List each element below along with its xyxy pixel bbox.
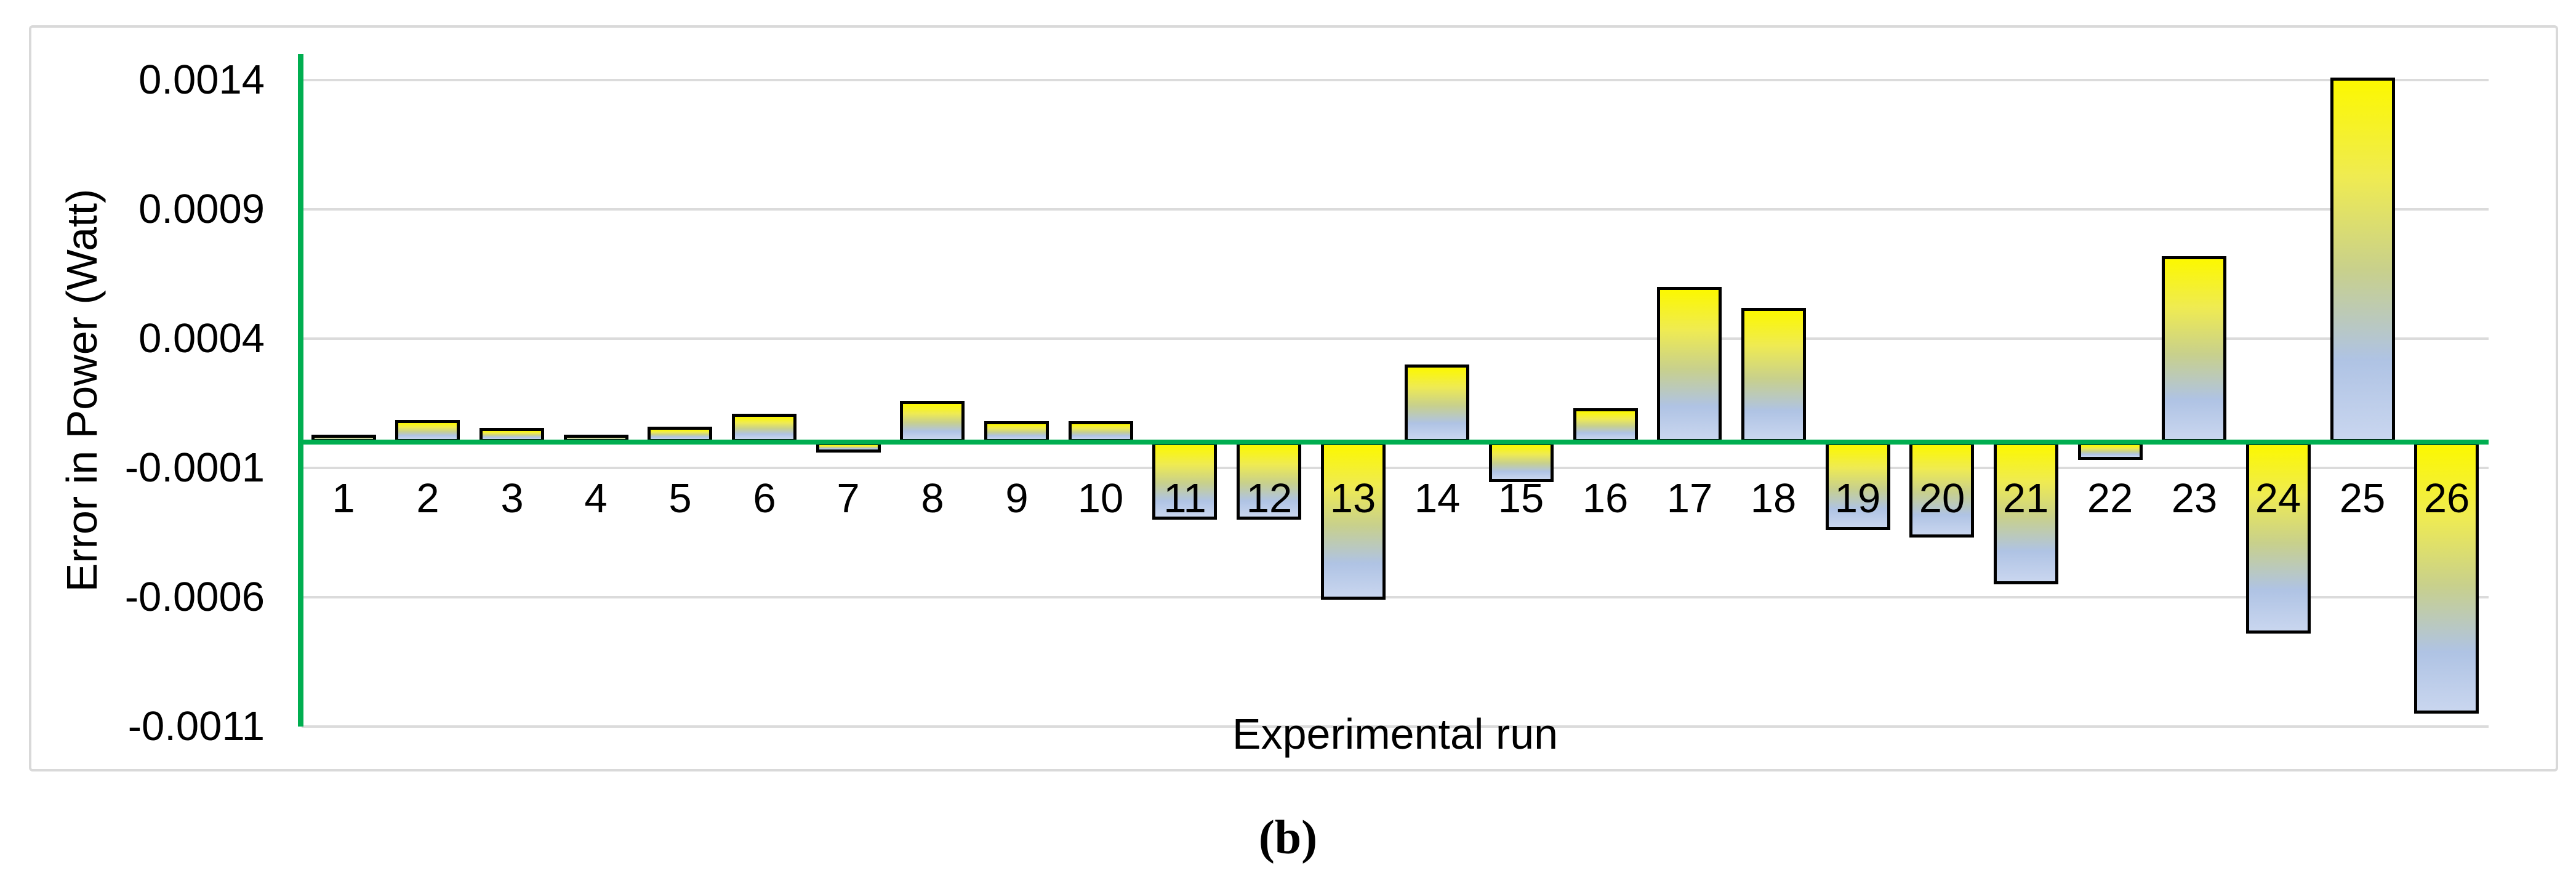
x-tick-label-14: 14 (1414, 475, 1461, 522)
x-tick-label-8: 8 (921, 475, 944, 522)
bar-run-22 (2078, 442, 2143, 460)
x-tick-label-17: 17 (1666, 475, 1713, 522)
gridline--0.0006 (302, 596, 2489, 598)
x-tick-label-18: 18 (1750, 475, 1797, 522)
gridline--0.0001 (302, 467, 2489, 469)
bar-run-9 (984, 421, 1049, 442)
bar-run-26 (2414, 442, 2479, 714)
gridline-0.0014 (302, 79, 2489, 81)
bar-run-10 (1069, 421, 1133, 442)
x-tick-label-2: 2 (416, 475, 439, 522)
y-tick-label--0.0011: -0.0011 (127, 703, 265, 749)
bar-run-2 (395, 420, 460, 442)
gridline--0.0011 (302, 725, 2489, 728)
y-tick-label-0.0004: 0.0004 (138, 315, 265, 361)
bar-run-23 (2162, 256, 2226, 442)
x-tick-label-9: 9 (1005, 475, 1029, 522)
x-tick-label-12: 12 (1246, 475, 1293, 522)
x-tick-label-22: 22 (2087, 475, 2133, 522)
bar-run-20 (1909, 442, 1974, 538)
chart-frame (29, 25, 2558, 771)
x-tick-label-20: 20 (1919, 475, 1965, 522)
x-tick-label-21: 21 (2002, 475, 2049, 522)
y-axis-line (298, 54, 303, 727)
bar-run-14 (1405, 365, 1469, 442)
bar-run-17 (1657, 287, 1722, 442)
bar-run-25 (2330, 78, 2395, 442)
y-tick-label-0.0009: 0.0009 (138, 186, 265, 232)
x-tick-label-4: 4 (584, 475, 608, 522)
x-tick-label-25: 25 (2339, 475, 2386, 522)
x-tick-label-15: 15 (1498, 475, 1544, 522)
bar-run-6 (732, 414, 796, 442)
bar-run-18 (1741, 308, 1806, 442)
x-tick-label-3: 3 (500, 475, 524, 522)
x-axis-title: Experimental run (1232, 710, 1559, 758)
x-tick-label-6: 6 (753, 475, 776, 522)
bar-run-19 (1826, 442, 1890, 530)
x-tick-label-23: 23 (2171, 475, 2218, 522)
x-tick-label-26: 26 (2423, 475, 2470, 522)
x-tick-label-1: 1 (332, 475, 355, 522)
y-axis-title: Error in Power (Watt) (58, 188, 106, 592)
bar-run-24 (2246, 442, 2311, 634)
x-tick-label-24: 24 (2255, 475, 2301, 522)
x-tick-label-5: 5 (668, 475, 692, 522)
y-tick-label--0.0001: -0.0001 (124, 445, 265, 491)
figure-caption: (b) (1258, 810, 1318, 864)
x-axis-zero-line (302, 440, 2489, 445)
x-tick-label-16: 16 (1582, 475, 1629, 522)
gridline-0.0004 (302, 337, 2489, 340)
x-tick-label-11: 11 (1163, 475, 1206, 522)
x-tick-label-7: 7 (837, 475, 860, 522)
x-tick-label-19: 19 (1834, 475, 1881, 522)
bar-run-16 (1573, 408, 1638, 442)
bar-run-8 (900, 401, 965, 442)
y-tick-label--0.0006: -0.0006 (124, 574, 265, 620)
gridline-0.0009 (302, 208, 2489, 211)
y-tick-label-0.0014: 0.0014 (138, 57, 265, 103)
x-tick-label-10: 10 (1077, 475, 1124, 522)
x-tick-label-13: 13 (1330, 475, 1376, 522)
